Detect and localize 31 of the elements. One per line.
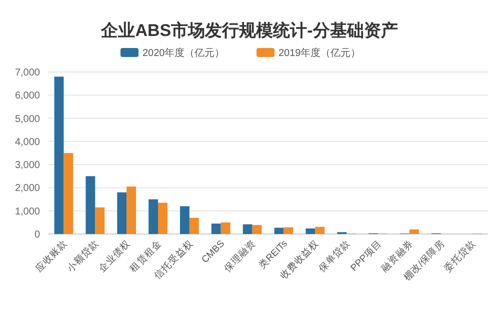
y-tick-label: 6,000 (14, 90, 40, 102)
bar (180, 206, 190, 234)
y-tick-label: 3,000 (14, 160, 40, 172)
bar (86, 176, 96, 234)
bar (158, 202, 168, 234)
bar (64, 153, 74, 234)
bar (220, 222, 230, 234)
bar (189, 218, 199, 234)
bar (242, 224, 252, 234)
bar (54, 76, 64, 234)
bar (211, 224, 221, 234)
bar (284, 227, 294, 234)
y-tick-label: 4,000 (14, 136, 40, 148)
y-tick-label: 7,000 (14, 68, 40, 78)
legend-label: 2019年度（亿元） (278, 47, 361, 59)
chart-title: 企业ABS市场发行规模统计-分基础资产 (100, 21, 398, 40)
bar (252, 224, 262, 234)
bar (274, 228, 284, 234)
bar (95, 207, 105, 234)
y-tick-label: 1,000 (14, 206, 40, 218)
bar (148, 199, 158, 234)
bar (409, 229, 419, 234)
bar (117, 192, 127, 234)
x-tick-label: 应收账款 (33, 238, 70, 274)
y-tick-label: 2,000 (14, 183, 40, 194)
bar (126, 186, 136, 234)
bar (315, 226, 325, 234)
y-tick-label: 5,000 (14, 114, 40, 125)
bar (306, 228, 316, 234)
legend-label: 2020年度（亿元） (142, 47, 225, 59)
y-tick-label: 0 (34, 230, 40, 240)
